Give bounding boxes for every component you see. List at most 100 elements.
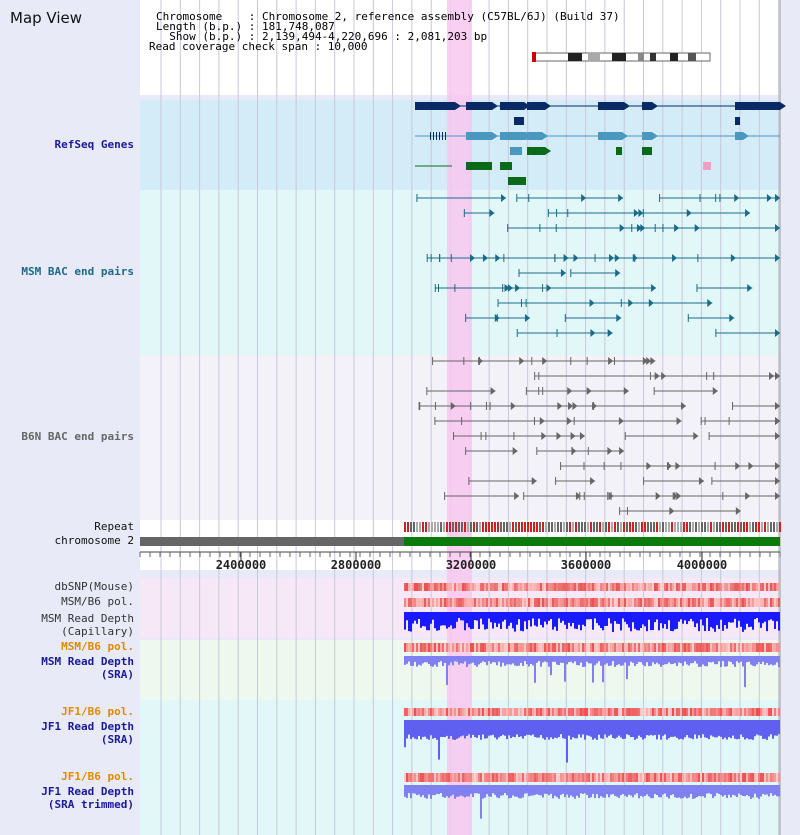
msm-depth-sra-bar: [732, 656, 734, 665]
jf1-pol-cell: [684, 708, 686, 716]
repeat-block: [458, 522, 460, 532]
jf1-depth-sra-bar: [464, 720, 466, 739]
msm-pol-cell: [464, 598, 466, 607]
jf1-pol-cell: [532, 708, 534, 716]
msm-depth-capillary-bar: [718, 612, 720, 629]
track-label-msm-depth-capillary: MSM Read Depth: [41, 612, 134, 625]
dbsnp-cell: [634, 583, 636, 591]
msm-depth-capillary-bar: [404, 612, 406, 630]
jf1-pol2-cell: [448, 773, 450, 782]
msm-depth-capillary-bar: [768, 612, 770, 621]
msm-depth-sra-bar: [486, 656, 488, 666]
msm-pol2-cell: [676, 643, 678, 652]
jf1-pol-cell: [644, 708, 646, 716]
msm-pol-cell: [448, 598, 450, 607]
dbsnp-cell: [666, 583, 668, 591]
repeat-block: [515, 522, 517, 532]
repeat-block: [767, 522, 769, 532]
jf1-pol-cell: [450, 708, 452, 716]
jf1-depth-sra-bar: [728, 720, 730, 738]
jf1-depth-sra-bar: [514, 720, 516, 738]
track-label-msm-bac[interactable]: MSM BAC end pairs: [21, 265, 134, 278]
track-label-b6n-bac[interactable]: B6N BAC end pairs: [21, 430, 134, 443]
msm-depth-capillary-bar: [564, 612, 566, 625]
dbsnp-cell: [516, 583, 518, 591]
msm-depth-capillary-bar: [458, 612, 460, 619]
msm-depth-capillary-bar: [754, 612, 756, 620]
msm-pol2-cell: [670, 643, 672, 652]
msm-depth-sra-bar: [620, 656, 622, 666]
jf1-depth-sra-bar: [518, 720, 520, 738]
jf1-pol-cell: [488, 708, 490, 716]
msm-pol2-cell: [460, 643, 462, 652]
msm-pol2-cell: [708, 643, 710, 652]
msm-pol-cell: [618, 598, 620, 607]
jf1-pol-cell: [728, 708, 730, 716]
jf1-pol-cell: [628, 708, 630, 716]
jf1-pol-cell: [530, 708, 532, 716]
jf1-pol-cell: [458, 708, 460, 716]
msm-pol-cell: [590, 598, 592, 607]
jf1-depth-sra-bar: [430, 720, 432, 736]
jf1-depth-trimmed-bar: [452, 785, 454, 795]
msm-depth-sra-bar: [544, 656, 546, 662]
msm-depth-sra-bar: [510, 656, 512, 665]
dbsnp-cell: [482, 583, 484, 591]
jf1-depth-sra-bar: [574, 720, 576, 739]
msm-depth-sra-bar: [456, 656, 458, 662]
jf1-depth-sra-bar: [472, 720, 474, 735]
jf1-pol-cell: [512, 708, 514, 716]
msm-pol-cell: [474, 598, 476, 607]
repeat-block: [728, 522, 730, 532]
jf1-pol-cell: [544, 708, 546, 716]
jf1-depth-sra-bar: [460, 720, 462, 737]
msm-depth-sra-bar: [698, 656, 700, 667]
msm-depth-sra-bar: [512, 656, 514, 664]
jf1-depth-sra-bar: [740, 720, 742, 735]
msm-depth-sra-bar: [686, 656, 688, 665]
dbsnp-cell: [474, 583, 476, 591]
jf1-depth-sra-bar: [416, 720, 418, 740]
msm-depth-capillary-bar: [460, 612, 462, 621]
msm-depth-sra-bar: [478, 656, 480, 665]
msm-pol-cell: [772, 598, 774, 607]
msm-depth-sra-bar: [584, 656, 586, 667]
ideogram-band: [688, 53, 696, 61]
jf1-pol-cell: [502, 708, 504, 716]
jf1-pol2-cell: [574, 773, 576, 782]
dbsnp-cell: [632, 583, 634, 591]
msm-pol-cell: [584, 598, 586, 607]
exon-tick: [436, 132, 437, 140]
jf1-depth-trimmed-bar: [576, 785, 578, 796]
msm-depth-sra-bar: [624, 656, 626, 663]
jf1-pol-cell: [552, 708, 554, 716]
jf1-depth-trimmed-bar: [528, 785, 530, 797]
jf1-pol-cell: [538, 708, 540, 716]
msm-depth-capillary-bar: [432, 612, 434, 620]
msm-depth-capillary-bar: [416, 612, 418, 624]
gene-feature: [466, 132, 492, 140]
msm-depth-sra-bar: [586, 656, 588, 662]
jf1-pol-cell: [642, 708, 644, 716]
msm-depth-capillary-bar: [776, 612, 778, 622]
jf1-depth-trimmed-bar: [518, 785, 520, 799]
jf1-pol-cell: [716, 708, 718, 716]
msm-depth-capillary-bar: [466, 612, 468, 624]
msm-pol-cell: [592, 598, 594, 607]
jf1-depth-sra-bar: [412, 720, 414, 738]
msm-depth-sra-bar: [730, 656, 732, 662]
jf1-pol-cell: [422, 708, 424, 716]
jf1-pol-cell: [668, 708, 670, 716]
msm-pol2-cell: [450, 643, 452, 652]
msm-depth-sra-bar: [514, 656, 516, 666]
dbsnp-cell: [652, 583, 654, 591]
chromosome-bar-green: [404, 537, 780, 546]
msm-pol2-cell: [408, 643, 410, 652]
jf1-depth-sra-bar: [414, 720, 416, 739]
msm-depth-sra-bar: [538, 656, 540, 662]
jf1-pol-cell: [452, 708, 454, 716]
dbsnp-cell: [698, 583, 700, 591]
track-label-refseq[interactable]: RefSeq Genes: [54, 138, 134, 151]
jf1-pol-cell: [754, 708, 756, 716]
